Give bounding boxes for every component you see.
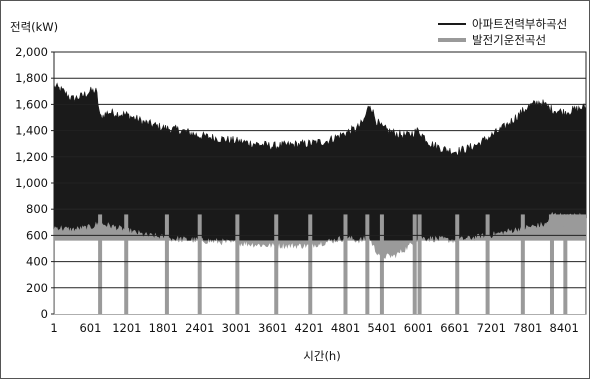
y-tick-label-1: 200 xyxy=(26,281,48,295)
lower-band-background xyxy=(55,240,585,314)
generator-spike-4 xyxy=(235,214,240,314)
legend-label-generator: 발전기운전곡선 xyxy=(472,33,546,47)
x-tick-label-12: 7201 xyxy=(477,321,506,335)
y-tick-label-4: 800 xyxy=(26,202,48,216)
generator-spike-3 xyxy=(197,214,202,314)
x-tick-label-6: 3601 xyxy=(258,321,287,335)
generator-spike-5 xyxy=(274,214,279,314)
generator-spike-14 xyxy=(520,214,525,314)
x-axis-label: 시간(h) xyxy=(303,349,340,363)
y-tick-label-3: 600 xyxy=(26,228,48,242)
generator-spike-6 xyxy=(308,214,313,314)
y-tick-label-7: 1,400 xyxy=(15,124,48,138)
generator-spike-0 xyxy=(98,214,103,314)
x-tick-label-0: 1 xyxy=(50,321,57,335)
y-tick-label-6: 1,200 xyxy=(15,150,48,164)
generator-spike-7 xyxy=(343,214,348,314)
y-tick-label-9: 1,800 xyxy=(15,71,48,85)
generator-band-0 xyxy=(548,214,586,227)
x-tick-label-9: 5401 xyxy=(367,321,396,335)
x-tick-label-4: 2401 xyxy=(185,321,214,335)
x-tick-label-7: 4201 xyxy=(294,321,323,335)
axis-layer: 0 200 400 600 800 1,000 1,200 1,400 1,600 1,800 2,… xyxy=(15,45,586,335)
x-tick-label-13: 7801 xyxy=(513,321,542,335)
generator-spike-1 xyxy=(124,214,129,314)
y-tick-label-0: 0 xyxy=(41,307,48,321)
generator-spike-2 xyxy=(164,214,169,314)
y-axis-label: 전력(kW) xyxy=(10,20,58,34)
generator-spike-11 xyxy=(417,214,422,314)
y-tick-label-5: 1,000 xyxy=(15,176,48,190)
x-tick-label-3: 1801 xyxy=(149,321,178,335)
generator-spike-13 xyxy=(485,214,490,314)
generator-spike-16 xyxy=(563,214,568,314)
x-tick-label-2: 1201 xyxy=(112,321,141,335)
x-tick-label-10: 6001 xyxy=(404,321,433,335)
x-tick-label-14: 8401 xyxy=(550,321,579,335)
y-tick-label-8: 1,600 xyxy=(15,97,48,111)
y-tick-label-2: 400 xyxy=(26,255,48,269)
legend-label-load: 아파트전력부하곡선 xyxy=(472,17,567,31)
generator-spike-12 xyxy=(455,214,460,314)
generator-spike-10 xyxy=(412,214,417,314)
series-generator-dip xyxy=(54,240,586,259)
x-tick-label-1: 601 xyxy=(79,321,101,335)
x-tick-label-11: 6601 xyxy=(440,321,469,335)
generator-spike-8 xyxy=(365,214,370,314)
generator-spike-15 xyxy=(549,214,554,314)
y-tick-label-10: 2,000 xyxy=(15,45,48,59)
generator-spike-9 xyxy=(379,214,384,314)
legend: 아파트전력부하곡선 발전기운전곡선 xyxy=(438,17,567,47)
x-tick-label-8: 4801 xyxy=(331,321,360,335)
x-tick-label-5: 3001 xyxy=(222,321,251,335)
data-layer xyxy=(53,82,587,315)
